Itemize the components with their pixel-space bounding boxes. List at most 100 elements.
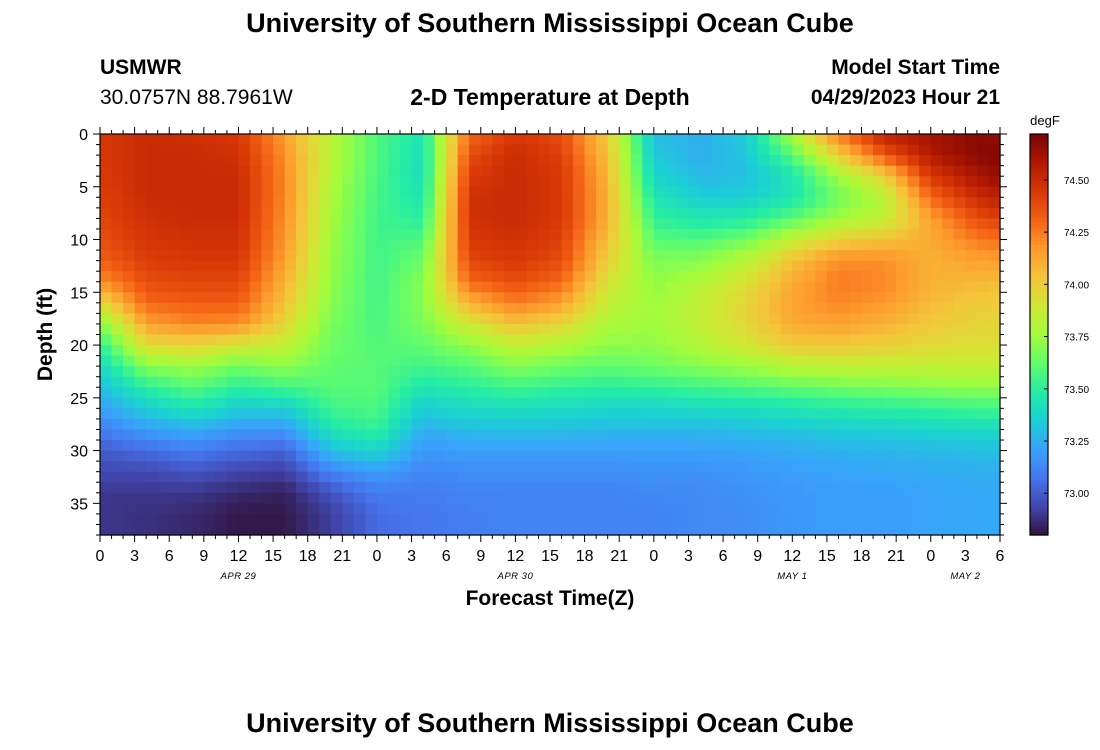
heatmap-cell xyxy=(111,461,124,473)
heatmap-cell xyxy=(157,239,170,251)
heatmap-cell xyxy=(826,155,840,167)
heatmap-cell xyxy=(388,239,401,251)
heatmap-cell xyxy=(630,313,643,325)
heatmap-cell xyxy=(203,165,216,177)
heatmap-cell xyxy=(284,440,297,452)
heatmap-cell xyxy=(550,197,563,209)
heatmap-cell xyxy=(273,228,286,241)
heatmap-cell xyxy=(850,228,863,241)
heatmap-cell xyxy=(619,271,632,283)
heatmap-cell xyxy=(861,155,874,167)
heatmap-cell xyxy=(192,345,205,357)
heatmap-cell xyxy=(919,345,932,357)
heatmap-cell xyxy=(584,165,597,177)
heatmap-cell xyxy=(780,271,793,283)
colorbar-segment xyxy=(1030,200,1048,205)
heatmap-cell xyxy=(134,471,147,483)
heatmap-cell xyxy=(480,313,493,325)
heatmap-cell xyxy=(296,503,309,515)
heatmap-cell xyxy=(319,144,332,156)
heatmap-cell xyxy=(619,397,632,409)
heatmap-cell xyxy=(250,408,263,420)
heatmap-cell xyxy=(261,387,274,399)
heatmap-cell xyxy=(273,292,286,304)
heatmap-cell xyxy=(146,355,159,367)
heatmap-cell xyxy=(711,355,724,367)
heatmap-cell xyxy=(423,281,436,293)
heatmap-cell xyxy=(538,239,551,251)
heatmap-cell xyxy=(630,387,643,399)
heatmap-cell xyxy=(400,355,413,367)
heatmap-cell xyxy=(826,260,840,272)
heatmap-cell xyxy=(965,313,978,325)
heatmap-cell xyxy=(665,429,678,441)
heatmap-cell xyxy=(953,492,966,504)
heatmap-cell xyxy=(873,165,886,177)
heatmap-cell xyxy=(734,408,747,420)
colorbar-segment xyxy=(1030,361,1048,366)
heatmap-cell xyxy=(780,345,793,357)
heatmap-cell xyxy=(215,408,228,420)
heatmap-cell xyxy=(111,355,124,367)
colorbar-segment xyxy=(1030,498,1048,503)
heatmap-cell xyxy=(411,334,424,346)
heatmap-cell xyxy=(376,218,390,230)
colorbar-segment xyxy=(1030,197,1048,202)
heatmap-cell xyxy=(838,513,851,526)
heatmap-cell xyxy=(273,197,286,209)
heatmap-cell xyxy=(630,186,643,198)
heatmap-cell xyxy=(803,165,816,177)
heatmap-cell xyxy=(180,197,193,209)
heatmap-cell xyxy=(942,513,955,526)
heatmap-cell xyxy=(850,397,863,409)
heatmap-cell xyxy=(100,492,113,504)
heatmap-cell xyxy=(180,218,193,230)
heatmap-cell xyxy=(584,524,597,536)
heatmap-cell xyxy=(492,165,505,177)
x-tick-label: 0 xyxy=(96,548,105,565)
heatmap-cell xyxy=(988,440,1001,452)
heatmap-cell xyxy=(792,366,805,378)
heatmap-cell xyxy=(503,503,516,515)
heatmap-cell xyxy=(896,355,909,367)
heatmap-cell xyxy=(826,440,840,452)
heatmap-cell xyxy=(157,450,170,462)
heatmap-cell xyxy=(411,292,424,304)
heatmap-cell xyxy=(515,334,528,346)
heatmap-cell xyxy=(688,260,701,272)
heatmap-cell xyxy=(688,218,701,230)
heatmap-cell xyxy=(676,218,690,230)
heatmap-cell xyxy=(215,197,228,209)
heatmap-cell xyxy=(423,165,436,177)
heatmap-cell xyxy=(434,250,447,262)
heatmap-cell xyxy=(307,165,320,177)
heatmap-cell xyxy=(792,450,805,462)
heatmap-cell xyxy=(538,313,551,325)
heatmap-cell xyxy=(192,440,205,452)
colorbar-segment xyxy=(1030,311,1048,316)
heatmap-cell xyxy=(896,197,909,209)
heatmap-cell xyxy=(376,271,390,283)
heatmap-cell xyxy=(480,524,493,536)
heatmap-cell xyxy=(676,228,690,241)
heatmap-cell xyxy=(838,250,851,262)
heatmap-cell xyxy=(988,218,1001,230)
heatmap-cell xyxy=(296,334,309,346)
heatmap-cell xyxy=(480,218,493,230)
heatmap-cell xyxy=(803,207,816,220)
heatmap-cell xyxy=(457,207,470,220)
heatmap-cell xyxy=(169,524,182,536)
heatmap-cell xyxy=(919,271,932,283)
heatmap-cell xyxy=(607,408,620,420)
heatmap-cell xyxy=(815,313,828,325)
heatmap-cell xyxy=(376,281,390,293)
heatmap-cell xyxy=(884,197,897,209)
heatmap-cell xyxy=(780,461,793,473)
heatmap-cell xyxy=(850,250,863,262)
heatmap-cell xyxy=(388,513,401,526)
heatmap-cell xyxy=(469,492,482,504)
heatmap-cell xyxy=(850,387,863,399)
heatmap-cell xyxy=(526,313,540,325)
heatmap-cell xyxy=(538,503,551,515)
heatmap-cell xyxy=(284,207,297,220)
